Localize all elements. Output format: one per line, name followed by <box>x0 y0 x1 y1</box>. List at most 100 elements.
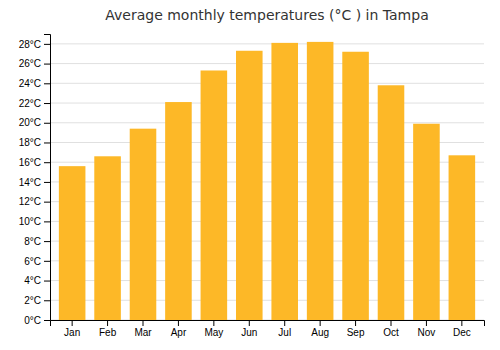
x-tick: Dec <box>453 320 471 338</box>
y-tick: 2°C <box>24 295 50 306</box>
chart-svg: 0°C 2°C 4°C 6°C 8°C 10°C 12°C 14°C 16°C 18°C 20°C 2… <box>0 0 500 350</box>
y-tick-label: 22°C <box>19 98 41 109</box>
x-tick-label: Sep <box>347 327 365 338</box>
bar <box>130 129 157 320</box>
x-tick: Apr <box>171 320 187 338</box>
y-tick: 12°C <box>19 196 50 207</box>
y-tick-mark <box>44 123 50 124</box>
x-tick: Mar <box>134 320 152 338</box>
x-tick: May <box>204 320 223 338</box>
y-tick-mark <box>44 103 50 104</box>
grid-line <box>50 103 484 104</box>
y-tick-label: 4°C <box>24 275 41 286</box>
x-tick-mark <box>213 320 214 326</box>
y-tick-mark <box>44 261 50 262</box>
x-tick-label: Nov <box>418 327 436 338</box>
y-tick-mark <box>44 182 50 183</box>
bar <box>201 70 228 320</box>
x-tick-label: Jul <box>278 327 291 338</box>
x-tick-label: Mar <box>134 327 152 338</box>
y-tick-label: 28°C <box>19 39 41 50</box>
y-axis: 0°C 2°C 4°C 6°C 8°C 10°C 12°C 14°C 16°C 18°C 20°C 2… <box>19 35 51 326</box>
y-tick-label: 20°C <box>19 117 41 128</box>
y-tick-label: 14°C <box>19 177 41 188</box>
x-tick-mark <box>391 320 392 326</box>
y-tick-label: 10°C <box>19 216 41 227</box>
y-tick-mark <box>44 83 50 84</box>
y-tick: 10°C <box>19 216 50 227</box>
y-tick-label: 18°C <box>19 137 41 148</box>
x-tick-label: Dec <box>453 327 471 338</box>
y-tick: 6°C <box>24 256 50 267</box>
x-tick: Aug <box>311 320 329 338</box>
y-tick: 14°C <box>19 177 50 188</box>
y-tick-mark <box>44 320 50 321</box>
y-tick-mark <box>44 221 50 222</box>
x-tick: Sep <box>347 320 365 338</box>
x-tick-mark <box>143 320 144 326</box>
bar <box>413 124 440 320</box>
x-tick-mark <box>284 320 285 326</box>
bar <box>59 166 86 320</box>
x-tick: Jul <box>278 320 291 338</box>
x-tick-label: Oct <box>383 327 399 338</box>
y-tick: 20°C <box>19 117 50 128</box>
y-tick-mark <box>44 64 50 65</box>
x-tick: Feb <box>99 320 117 338</box>
x-tick-label: Apr <box>171 327 187 338</box>
x-tick-label: Jun <box>241 327 257 338</box>
y-tick-label: 8°C <box>24 236 41 247</box>
x-tick: Nov <box>418 320 436 338</box>
x-axis: Jan Feb Mar Apr May Jun Jul Aug Sep Oct Nov Dec <box>51 320 485 338</box>
x-tick-label: Jan <box>64 327 80 338</box>
title: Average monthly temperatures (°C ) in Ta… <box>105 7 428 23</box>
grid-line <box>50 43 484 44</box>
bar <box>307 42 334 320</box>
x-tick-mark <box>107 320 108 326</box>
y-tick: 8°C <box>24 236 50 247</box>
y-tick-mark <box>44 202 50 203</box>
bar <box>449 155 476 320</box>
x-tick-mark <box>355 320 356 326</box>
y-tick-label: 24°C <box>19 78 41 89</box>
x-tick-mark <box>72 320 73 326</box>
grid <box>50 44 484 320</box>
bar <box>271 43 298 320</box>
y-tick: 16°C <box>19 157 50 168</box>
grid-line <box>50 83 484 84</box>
bar <box>236 51 263 320</box>
y-tick-mark <box>44 44 50 45</box>
grid-line <box>50 63 484 64</box>
x-tick-label: Aug <box>311 327 329 338</box>
x-tick-label: Feb <box>99 327 117 338</box>
y-tick-label: 12°C <box>19 196 41 207</box>
y-tick: 22°C <box>19 98 50 109</box>
bar <box>165 102 192 320</box>
x-tick-mark <box>178 320 179 326</box>
y-tick: 4°C <box>24 275 50 286</box>
x-tick-mark <box>461 320 462 326</box>
bars <box>59 42 475 320</box>
y-tick-mark <box>44 241 50 242</box>
grid-line <box>50 122 484 123</box>
y-tick-mark <box>44 162 50 163</box>
y-tick: 0°C <box>24 315 50 326</box>
x-tick: Jun <box>241 320 257 338</box>
x-tick-label: May <box>204 327 223 338</box>
y-tick-label: 6°C <box>24 256 41 267</box>
plot-area: 0°C 2°C 4°C 6°C 8°C 10°C 12°C 14°C 16°C 18°C 20°C 2… <box>19 35 485 339</box>
y-tick-label: 2°C <box>24 295 41 306</box>
y-tick: 26°C <box>19 58 50 69</box>
y-tick: 24°C <box>19 78 50 89</box>
bar <box>94 156 121 320</box>
x-tick-mark <box>249 320 250 326</box>
y-tick-label: 16°C <box>19 157 41 168</box>
y-tick-mark <box>44 142 50 143</box>
chart-container: 0°C 2°C 4°C 6°C 8°C 10°C 12°C 14°C 16°C 18°C 20°C 2… <box>0 0 500 350</box>
y-tick-label: 0°C <box>24 315 41 326</box>
y-tick: 28°C <box>19 39 50 50</box>
y-tick-mark <box>44 300 50 301</box>
x-tick-mark <box>320 320 321 326</box>
bar <box>342 52 369 320</box>
y-tick: 18°C <box>19 137 50 148</box>
